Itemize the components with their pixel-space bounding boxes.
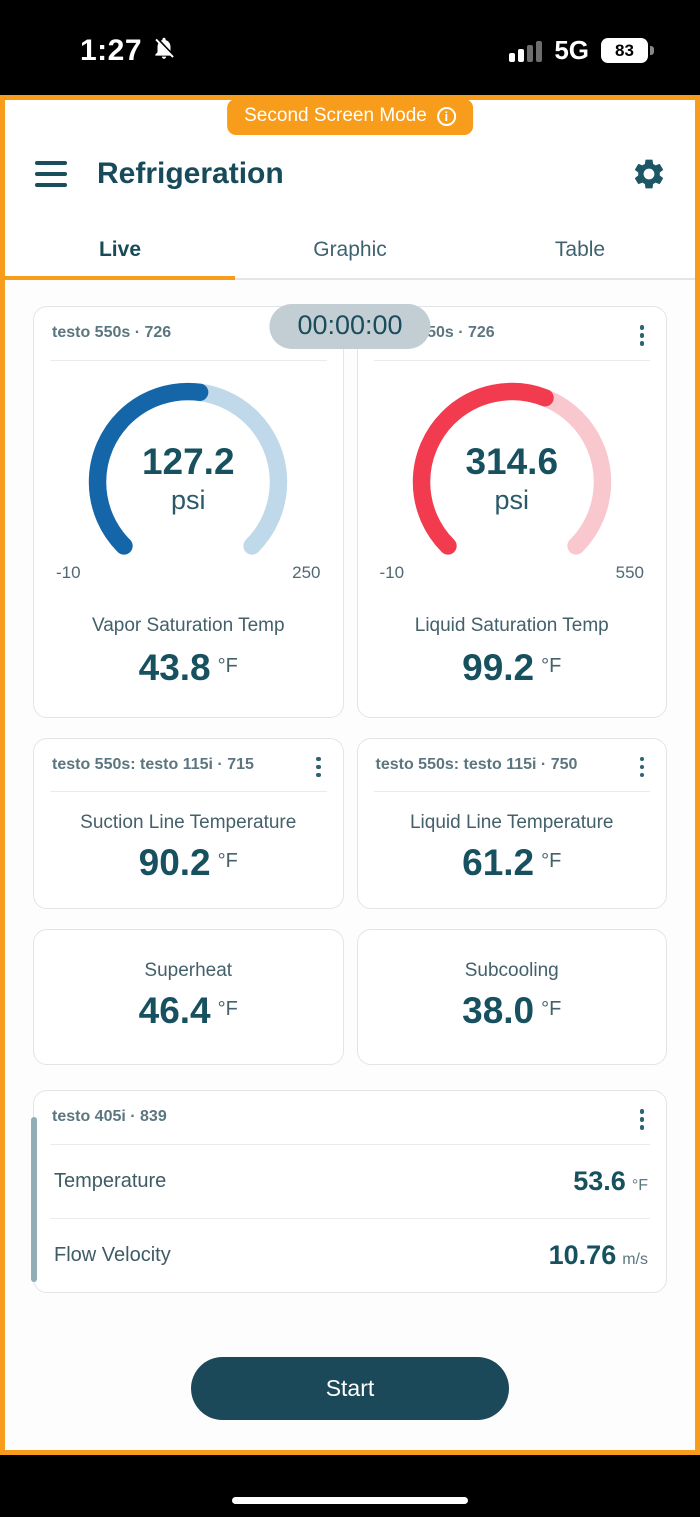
row-value: 53.6	[573, 1165, 626, 1196]
tab-live[interactable]: Live	[5, 220, 235, 280]
temperature-card: testo 550s: testo 115i · 750 Liquid Line…	[356, 737, 667, 909]
unit-label: °F	[541, 998, 562, 1020]
notifications-off-icon	[151, 35, 177, 66]
gauge-fill	[412, 382, 611, 555]
timer-pill: 00:00:00	[269, 304, 431, 349]
pressure-gauge: 314.6 psi	[396, 375, 628, 561]
measurement-label: Subcooling	[464, 960, 559, 981]
measurement-label: Vapor Saturation Temp	[91, 614, 285, 636]
row-unit: m/s	[622, 1250, 648, 1268]
status-time: 1:27	[80, 33, 143, 67]
kebab-menu-icon[interactable]	[309, 755, 329, 780]
gauge-min: -10	[379, 562, 405, 582]
unit-label: °F	[217, 654, 238, 677]
subcooling-card: Subcooling 38.0 °F	[356, 929, 667, 1065]
gauge-fill	[89, 382, 288, 555]
measurement-value: 43.8	[138, 646, 211, 688]
measurement-value: 90.2	[138, 842, 211, 883]
row-label: Temperature	[54, 1169, 167, 1192]
live-content: 00:00:00 testo 550s · 726	[5, 280, 695, 1450]
measurement-label: Suction Line Temperature	[80, 812, 297, 833]
second-screen-mode-label: Second Screen Mode	[244, 105, 427, 126]
gauge-unit: psi	[494, 484, 529, 515]
pressure-gauge: 127.2 psi	[72, 375, 304, 561]
row-label: Flow Velocity	[54, 1243, 171, 1266]
status-bar: 1:27 5G 83	[0, 0, 700, 95]
home-bar	[0, 1455, 700, 1517]
device-title: testo 550s: testo 115i · 750	[375, 755, 578, 773]
battery-percent: 83	[615, 40, 634, 60]
gauge-max: 550	[615, 562, 644, 582]
gauge-value: 314.6	[465, 440, 559, 482]
measurement-value: 61.2	[462, 842, 535, 883]
settings-gear-icon[interactable]	[631, 156, 667, 192]
measurement-value: 46.4	[138, 990, 211, 1031]
measurement-label: Liquid Line Temperature	[409, 812, 614, 833]
unit-label: °F	[217, 850, 238, 872]
gauge-unit: psi	[170, 484, 206, 515]
tab-table[interactable]: Table	[554, 238, 606, 261]
gauge-card: testo 550s · 726 127.2 psi	[33, 306, 344, 718]
measurement-row: Flow Velocity 10.76 m/s	[34, 1219, 666, 1292]
start-button[interactable]: Start	[191, 1356, 509, 1420]
measurement-value: 38.0	[462, 990, 535, 1031]
measurement-label: Superheat	[144, 960, 233, 981]
row-value: 10.76	[548, 1239, 617, 1270]
row-unit: °F	[631, 1176, 648, 1194]
measurement-value: 99.2	[462, 646, 535, 688]
temperature-card: testo 550s: testo 115i · 715 Suction Lin…	[33, 737, 344, 909]
kebab-menu-icon[interactable]	[632, 323, 652, 348]
device-title: testo 550s · 726	[52, 324, 172, 341]
cellular-signal-icon	[509, 40, 543, 62]
app-frame: Second Screen Mode i Refrigeration Live …	[0, 95, 700, 1455]
battery-indicator: 83	[601, 38, 654, 63]
gauge-value: 127.2	[141, 440, 235, 482]
kebab-menu-icon[interactable]	[632, 755, 652, 780]
gauge-min: -10	[56, 562, 81, 582]
tab-bar: Live Graphic Table	[5, 220, 695, 280]
home-indicator[interactable]	[232, 1497, 468, 1504]
kebab-menu-icon[interactable]	[632, 1107, 652, 1132]
card-accent-bar	[31, 1117, 37, 1282]
app-header: Refrigeration	[5, 100, 695, 220]
superheat-card: Superheat 46.4 °F	[33, 929, 344, 1065]
flow-device-card: testo 405i · 839 Temperature 53.6 °F Flow…	[31, 1090, 667, 1293]
second-screen-mode-badge[interactable]: Second Screen Mode i	[227, 100, 473, 135]
gauge-card: testo 550s · 726 314.6 psi	[356, 306, 667, 718]
unit-label: °F	[217, 998, 238, 1020]
device-title: testo 405i · 839	[52, 1108, 167, 1125]
device-title: testo 550s: testo 115i · 715	[52, 755, 254, 773]
menu-icon[interactable]	[35, 161, 67, 187]
gauge-max: 250	[292, 562, 321, 582]
unit-label: °F	[541, 850, 562, 872]
tab-graphic[interactable]: Graphic	[313, 238, 387, 261]
unit-label: °F	[541, 654, 562, 677]
info-icon[interactable]: i	[436, 106, 456, 126]
measurement-label: Liquid Saturation Temp	[414, 614, 609, 636]
network-type-label: 5G	[554, 35, 589, 65]
page-title: Refrigeration	[97, 157, 284, 190]
measurement-row: Temperature 53.6 °F	[34, 1145, 666, 1218]
